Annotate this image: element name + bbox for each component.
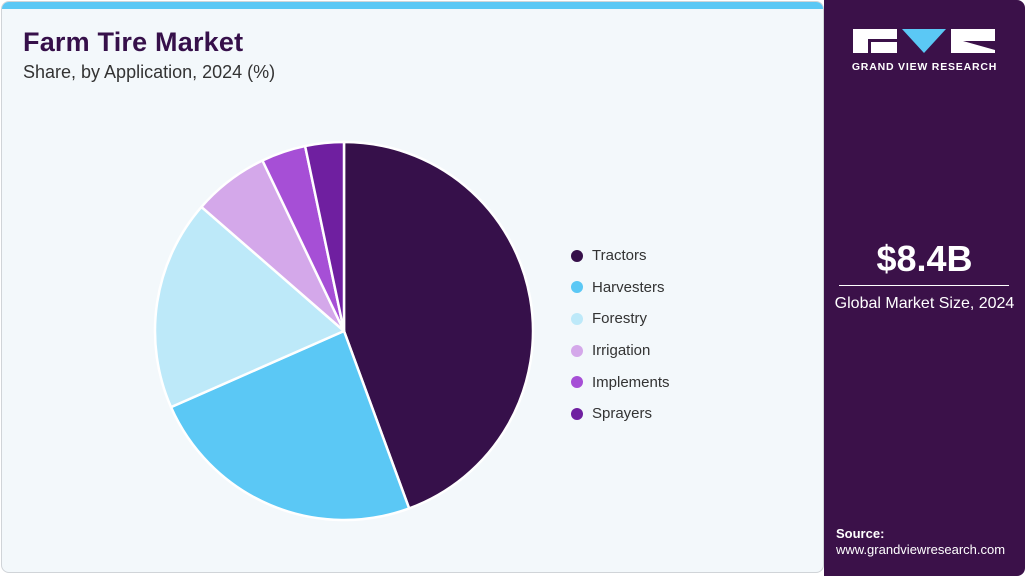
legend: Tractors Harvesters Forestry Irrigation … (571, 240, 670, 430)
legend-item-implements: Implements (571, 366, 670, 398)
legend-item-sprayers: Sprayers (571, 398, 670, 430)
market-size-label: Global Market Size, 2024 (834, 295, 1015, 312)
market-size-value: $8.4B (876, 238, 973, 279)
accent-bar (2, 2, 823, 9)
pie-slice-tractors (342, 140, 535, 510)
legend-item-irrigation: Irrigation (571, 335, 670, 367)
legend-dot-icon (571, 376, 583, 389)
legend-dot-icon (571, 407, 583, 420)
logo-text: GRAND VIEW RESEARCH (851, 61, 998, 73)
legend-dot-icon (571, 312, 583, 325)
legend-label: Implements (592, 373, 670, 391)
legend-item-forestry: Forestry (571, 303, 670, 335)
pie-slice-sprayers (303, 140, 346, 333)
legend-label: Forestry (592, 310, 648, 328)
chart-card: Farm Tire Market Share, by Application, … (1, 1, 824, 573)
legend-label: Tractors (592, 247, 647, 265)
legend-item-tractors: Tractors (571, 240, 670, 272)
divider (839, 285, 1009, 286)
pie-slice-forestry (153, 205, 346, 409)
pie-chart (153, 140, 535, 522)
source-url[interactable]: www.grandviewresearch.com (836, 542, 1006, 557)
pie-slice-harvesters (169, 329, 411, 522)
sidebar: GRAND VIEW RESEARCH $8.4B Global Market … (824, 0, 1025, 576)
legend-label: Harvesters (592, 278, 665, 296)
chart-title: Farm Tire Market (23, 27, 244, 57)
legend-dot-icon (571, 344, 583, 357)
legend-label: Sprayers (592, 405, 653, 423)
grand-view-research-logo-icon (853, 29, 995, 53)
legend-dot-icon (571, 249, 583, 262)
legend-label: Irrigation (592, 342, 651, 360)
legend-dot-icon (571, 281, 583, 294)
source-label: Source: (836, 526, 885, 541)
legend-item-harvesters: Harvesters (571, 272, 670, 304)
chart-subtitle: Share, by Application, 2024 (%) (23, 62, 276, 82)
